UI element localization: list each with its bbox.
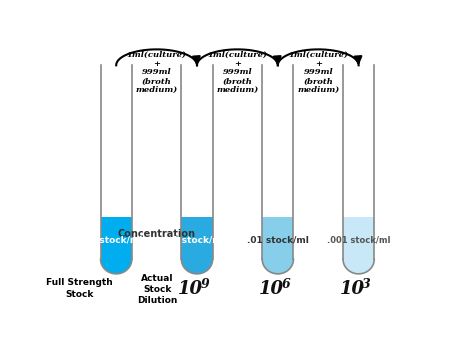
Ellipse shape xyxy=(343,245,374,274)
Text: .001 stock/ml: .001 stock/ml xyxy=(327,236,391,245)
Ellipse shape xyxy=(182,245,213,274)
Bar xyxy=(262,65,293,259)
Text: .1 stock/ml: .1 stock/ml xyxy=(169,236,225,245)
Text: 3: 3 xyxy=(362,278,371,291)
Text: 10: 10 xyxy=(259,280,284,298)
Text: 10: 10 xyxy=(339,280,365,298)
Bar xyxy=(100,65,132,259)
Bar xyxy=(182,217,213,259)
Text: .01 stock/ml: .01 stock/ml xyxy=(247,236,309,245)
Text: 6: 6 xyxy=(282,278,290,291)
Ellipse shape xyxy=(100,245,132,274)
Ellipse shape xyxy=(182,245,213,274)
Bar xyxy=(262,217,293,259)
Bar xyxy=(182,65,213,259)
Ellipse shape xyxy=(262,245,293,274)
Ellipse shape xyxy=(343,245,374,274)
Bar xyxy=(100,217,132,259)
Text: Actual
Stock
Dilution: Actual Stock Dilution xyxy=(137,274,178,305)
Text: 10: 10 xyxy=(178,280,203,298)
Text: 1ml(culture)
+
999ml
(broth
medium): 1ml(culture) + 999ml (broth medium) xyxy=(208,51,267,94)
Ellipse shape xyxy=(262,245,293,274)
Text: 1ml(culture)
+
999ml
(broth
medium): 1ml(culture) + 999ml (broth medium) xyxy=(127,51,187,94)
Text: 1 stock/ml: 1 stock/ml xyxy=(90,236,142,245)
Text: 9: 9 xyxy=(201,278,210,291)
Text: Concentration: Concentration xyxy=(118,229,196,239)
Text: Full Strength
Stock: Full Strength Stock xyxy=(46,278,113,298)
Ellipse shape xyxy=(100,245,132,274)
Bar xyxy=(343,217,374,259)
Bar xyxy=(343,65,374,259)
Text: 1ml(culture)
+
999ml
(broth
medium): 1ml(culture) + 999ml (broth medium) xyxy=(288,51,348,94)
